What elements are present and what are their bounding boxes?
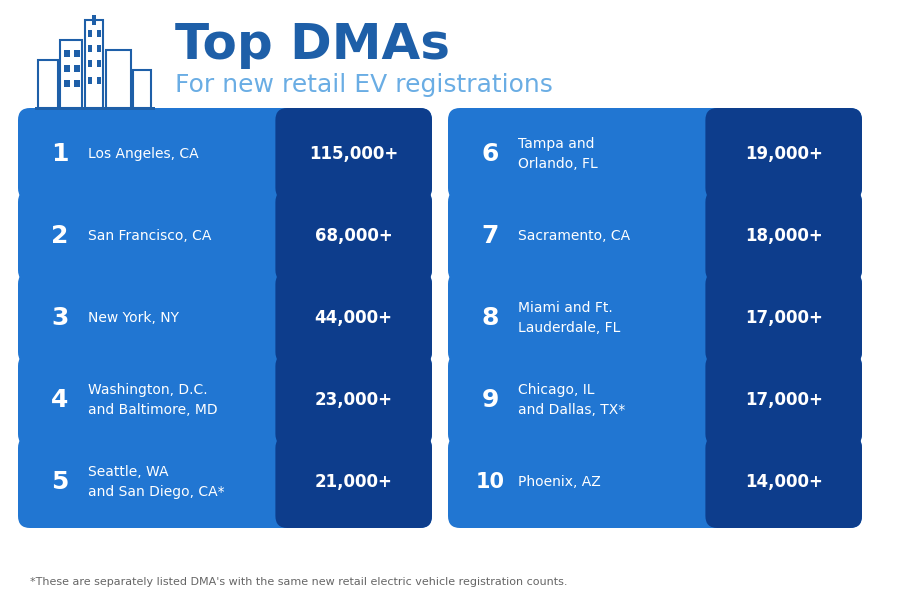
Text: 68,000+: 68,000+	[315, 227, 392, 245]
FancyBboxPatch shape	[275, 436, 432, 528]
FancyBboxPatch shape	[18, 190, 432, 282]
FancyBboxPatch shape	[717, 366, 757, 434]
FancyBboxPatch shape	[18, 436, 432, 528]
Text: 17,000+: 17,000+	[745, 391, 823, 409]
Bar	[64, 50, 70, 57]
FancyBboxPatch shape	[18, 354, 432, 446]
FancyBboxPatch shape	[706, 272, 862, 364]
Bar	[92, 15, 96, 25]
Bar	[85, 20, 103, 108]
FancyBboxPatch shape	[287, 120, 328, 188]
Text: 2: 2	[51, 224, 68, 248]
Text: 9: 9	[482, 388, 499, 412]
FancyBboxPatch shape	[287, 284, 328, 352]
Text: Miami and Ft.
Lauderdale, FL: Miami and Ft. Lauderdale, FL	[518, 301, 620, 335]
Text: 23,000+: 23,000+	[315, 391, 392, 409]
Text: 1: 1	[51, 142, 68, 166]
FancyBboxPatch shape	[275, 190, 432, 282]
Bar	[64, 65, 70, 72]
Bar	[97, 60, 101, 67]
FancyBboxPatch shape	[717, 202, 757, 270]
FancyBboxPatch shape	[18, 272, 432, 364]
Bar	[88, 77, 92, 84]
FancyBboxPatch shape	[275, 108, 432, 200]
Bar	[133, 70, 151, 108]
FancyBboxPatch shape	[717, 284, 757, 352]
Bar	[97, 45, 101, 52]
Text: Tampa and
Orlando, FL: Tampa and Orlando, FL	[518, 137, 598, 171]
Text: 5: 5	[51, 470, 68, 494]
Text: *These are separately listed DMA's with the same new retail electric vehicle reg: *These are separately listed DMA's with …	[30, 577, 568, 587]
Text: New York, NY: New York, NY	[88, 311, 179, 325]
FancyBboxPatch shape	[706, 108, 862, 200]
Text: 17,000+: 17,000+	[745, 309, 823, 327]
Text: 14,000+: 14,000+	[745, 473, 823, 491]
Text: Chicago, IL
and Dallas, TX*: Chicago, IL and Dallas, TX*	[518, 383, 626, 417]
FancyBboxPatch shape	[717, 448, 757, 516]
Bar	[88, 45, 92, 52]
FancyBboxPatch shape	[18, 108, 432, 200]
Text: For new retail EV registrations: For new retail EV registrations	[175, 73, 553, 97]
Bar	[64, 80, 70, 87]
FancyBboxPatch shape	[275, 272, 432, 364]
Bar	[97, 77, 101, 84]
FancyBboxPatch shape	[287, 366, 328, 434]
Text: Top DMAs: Top DMAs	[175, 21, 450, 69]
Text: 3: 3	[51, 306, 68, 330]
Text: 4: 4	[51, 388, 68, 412]
Text: 115,000+: 115,000+	[309, 145, 399, 163]
Text: 8: 8	[482, 306, 499, 330]
Text: 18,000+: 18,000+	[745, 227, 823, 245]
FancyBboxPatch shape	[448, 108, 862, 200]
FancyBboxPatch shape	[448, 354, 862, 446]
Text: 44,000+: 44,000+	[315, 309, 392, 327]
FancyBboxPatch shape	[706, 190, 862, 282]
Bar	[88, 30, 92, 37]
Bar	[97, 30, 101, 37]
FancyBboxPatch shape	[287, 448, 328, 516]
Bar	[74, 80, 80, 87]
Text: Sacramento, CA: Sacramento, CA	[518, 229, 630, 243]
Bar	[60, 40, 82, 108]
FancyBboxPatch shape	[448, 436, 862, 528]
Text: 7: 7	[482, 224, 499, 248]
Text: Phoenix, AZ: Phoenix, AZ	[518, 475, 601, 489]
FancyBboxPatch shape	[275, 354, 432, 446]
FancyBboxPatch shape	[448, 272, 862, 364]
FancyBboxPatch shape	[287, 202, 328, 270]
FancyBboxPatch shape	[448, 190, 862, 282]
Text: San Francisco, CA: San Francisco, CA	[88, 229, 212, 243]
Text: 6: 6	[482, 142, 499, 166]
Text: Los Angeles, CA: Los Angeles, CA	[88, 147, 199, 161]
Text: 19,000+: 19,000+	[745, 145, 823, 163]
Bar	[88, 60, 92, 67]
Text: 21,000+: 21,000+	[315, 473, 392, 491]
Text: Seattle, WA
and San Diego, CA*: Seattle, WA and San Diego, CA*	[88, 465, 225, 499]
FancyBboxPatch shape	[717, 120, 757, 188]
Bar	[74, 50, 80, 57]
Bar	[38, 60, 58, 108]
Text: 10: 10	[475, 472, 505, 492]
FancyBboxPatch shape	[706, 354, 862, 446]
Bar	[35, 107, 155, 110]
Text: Washington, D.C.
and Baltimore, MD: Washington, D.C. and Baltimore, MD	[88, 383, 218, 417]
FancyBboxPatch shape	[706, 436, 862, 528]
Bar	[74, 65, 80, 72]
Bar	[106, 50, 131, 108]
